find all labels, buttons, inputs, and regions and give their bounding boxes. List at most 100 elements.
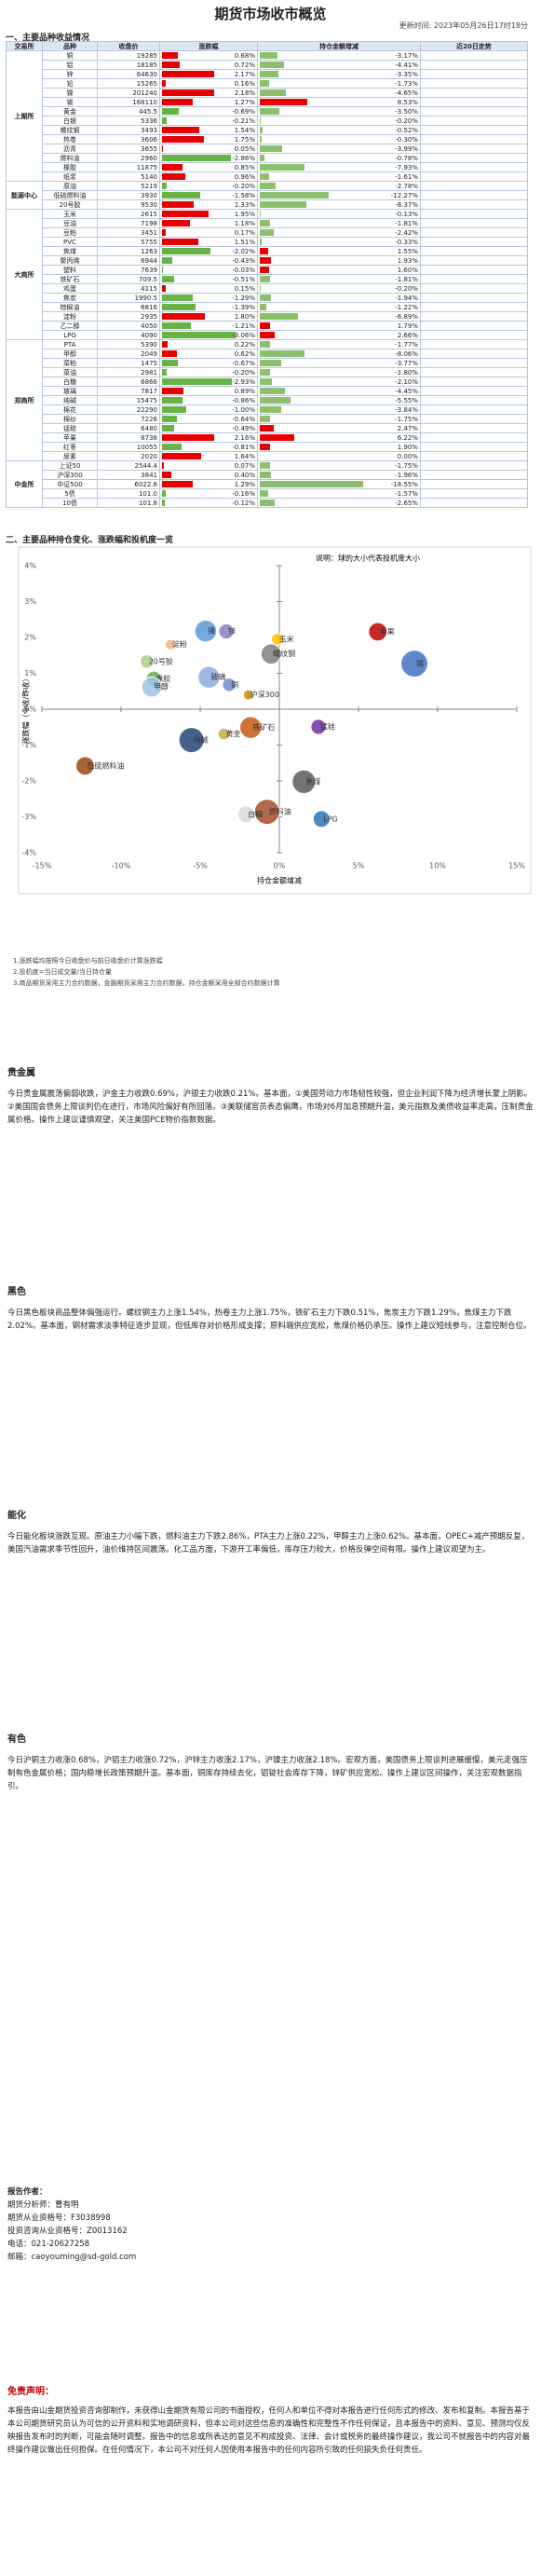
change-cell: -0.20% [159, 181, 258, 191]
change-cell: 0.62% [159, 349, 258, 359]
exchange-cell: 大商所 [6, 209, 43, 340]
oi-cell: -1.77% [257, 339, 421, 349]
change-label: 1.33% [234, 200, 255, 209]
change-bar [162, 229, 167, 236]
bubble-label: 苹果 [380, 626, 395, 636]
bubble-label: 螺纹钢 [273, 649, 295, 658]
change-cell: 1.75% [159, 134, 258, 144]
trend-cell [420, 367, 528, 377]
commentary: 有色 今日沪铜主力收涨0.68%，沪铝主力收涨0.72%，沪锌主力收涨2.17%，… [7, 1733, 534, 1793]
trend-cell [420, 358, 528, 368]
bubble [237, 805, 255, 824]
commentary-text: 今日黑色板块商品整体偏强运行。螺纹钢主力上涨1.54%，热卷主力上涨1.75%，… [7, 1309, 532, 1331]
table-row: 5债 101.0 -0.16% -1.57% [7, 488, 528, 499]
oi-bar [260, 183, 276, 189]
oi-label: 1.79% [397, 322, 418, 330]
change-label: 0.62% [234, 349, 255, 358]
trend-cell [420, 199, 528, 210]
exchange-cell: 郑商所 [6, 339, 43, 461]
table-row: 沥青 3655 0.05% -3.99% [7, 144, 528, 154]
change-label: 0.15% [234, 284, 255, 293]
change-label: -0.67% [232, 359, 255, 367]
quote-table: 交易所 品种 收盘价 涨跌幅 持仓金额增减 近20日走势 上期所铜 19285 0.68% -3.… [6, 41, 528, 508]
oi-bar [260, 313, 299, 320]
change-cell: 1.18% [159, 218, 258, 228]
oi-bar [260, 444, 271, 450]
oi-label: -1.61% [395, 172, 418, 181]
product-cell: 甲醇 [42, 349, 98, 359]
change-cell: -0.16% [159, 488, 258, 499]
trend-cell [420, 50, 528, 61]
table-row: 豆粕 3451 0.17% -2.42% [7, 227, 528, 238]
product-cell: 热卷 [42, 134, 98, 144]
change-cell: 1.29% [159, 479, 258, 489]
bubble-label: 铜 [231, 679, 238, 689]
product-cell: 豆油 [42, 218, 98, 228]
table-row: 锡 168110 1.27% 8.53% [7, 97, 528, 107]
oi-bar [260, 360, 281, 366]
change-bar [162, 192, 200, 199]
change-cell: -1.29% [159, 293, 258, 303]
oi-label: 1.60% [397, 266, 418, 274]
change-bar [162, 99, 193, 105]
change-bar [162, 183, 168, 189]
product-cell: 焦煤 [42, 246, 98, 256]
oi-cell: -0.78% [257, 153, 421, 163]
change-label: 0.07% [234, 461, 255, 470]
change-bar [162, 164, 183, 171]
change-label: -0.49% [232, 424, 255, 432]
close-cell: 445.5 [97, 106, 160, 116]
oi-label: 8.53% [397, 98, 418, 106]
oi-label: -12.27% [390, 191, 418, 199]
oi-bar [260, 350, 305, 357]
close-cell: 5755 [97, 237, 160, 247]
oi-label: -1.77% [395, 340, 418, 349]
product-cell: 玉米 [42, 209, 98, 219]
close-cell: 5140 [97, 171, 160, 182]
author: 报告作者： 期货分析师：曹有明 期货从业资格号：F3038998 投资咨询从业资格号：… [7, 2185, 136, 2264]
change-bar [162, 397, 183, 404]
close-cell: 3930 [97, 190, 160, 200]
close-cell: 201240 [97, 88, 160, 98]
change-cell: 1.51% [159, 237, 258, 247]
close-cell: 3841 [97, 470, 160, 480]
oi-cell: -3.77% [257, 358, 421, 368]
bubble-label: 沪深300 [250, 690, 279, 699]
product-cell: 菜粕 [42, 358, 98, 368]
table-row: 鸡蛋 4115 0.15% -0.20% [7, 283, 528, 294]
y-tick-label: -3% [21, 813, 36, 821]
oi-bar [260, 117, 262, 124]
change-cell: 1.54% [159, 125, 258, 135]
table-row: 郑商所 PTA 5390 0.22% -1.77% [6, 339, 528, 461]
change-label: -3.06% [232, 331, 255, 339]
close-cell: 8738 [97, 432, 160, 443]
oi-label: -0.33% [395, 238, 418, 246]
table-row: 纯碱 15475 -0.86% -5.55% [7, 395, 528, 405]
x-tick-label: -10% [112, 862, 131, 870]
table-row: 锰硅 6480 -0.49% 2.47% [7, 423, 528, 433]
oi-cell: -1.61% [257, 171, 421, 182]
change-bar [162, 71, 214, 77]
trend-cell [420, 190, 528, 200]
oi-bar [260, 80, 270, 87]
y-tick-label: -1% [21, 741, 36, 749]
change-cell: -0.67% [159, 358, 258, 368]
close-cell: 15265 [97, 78, 160, 89]
oi-cell: -8.06% [257, 349, 421, 359]
oi-label: -1.57% [395, 489, 418, 498]
oi-cell: -1.81% [257, 218, 421, 228]
oi-cell: -1.96% [257, 470, 421, 480]
oi-cell: -1.73% [257, 78, 421, 89]
change-bar [162, 80, 167, 87]
product-cell: 锡 [42, 97, 98, 107]
oi-cell: -0.52% [257, 125, 421, 135]
change-cell: 2.18% [159, 88, 258, 98]
commentary-title: 有色 [7, 1734, 26, 1745]
change-bar [162, 500, 166, 506]
table-row: 10债 101.8 -0.12% -2.65% [7, 498, 528, 508]
bubble-label: 铁矿石 [252, 722, 275, 732]
change-label: 0.05% [234, 144, 255, 153]
table-row: 上期所铜 19285 0.68% -3.17% [6, 50, 528, 182]
bubble-label: 焦煤 [305, 776, 320, 786]
